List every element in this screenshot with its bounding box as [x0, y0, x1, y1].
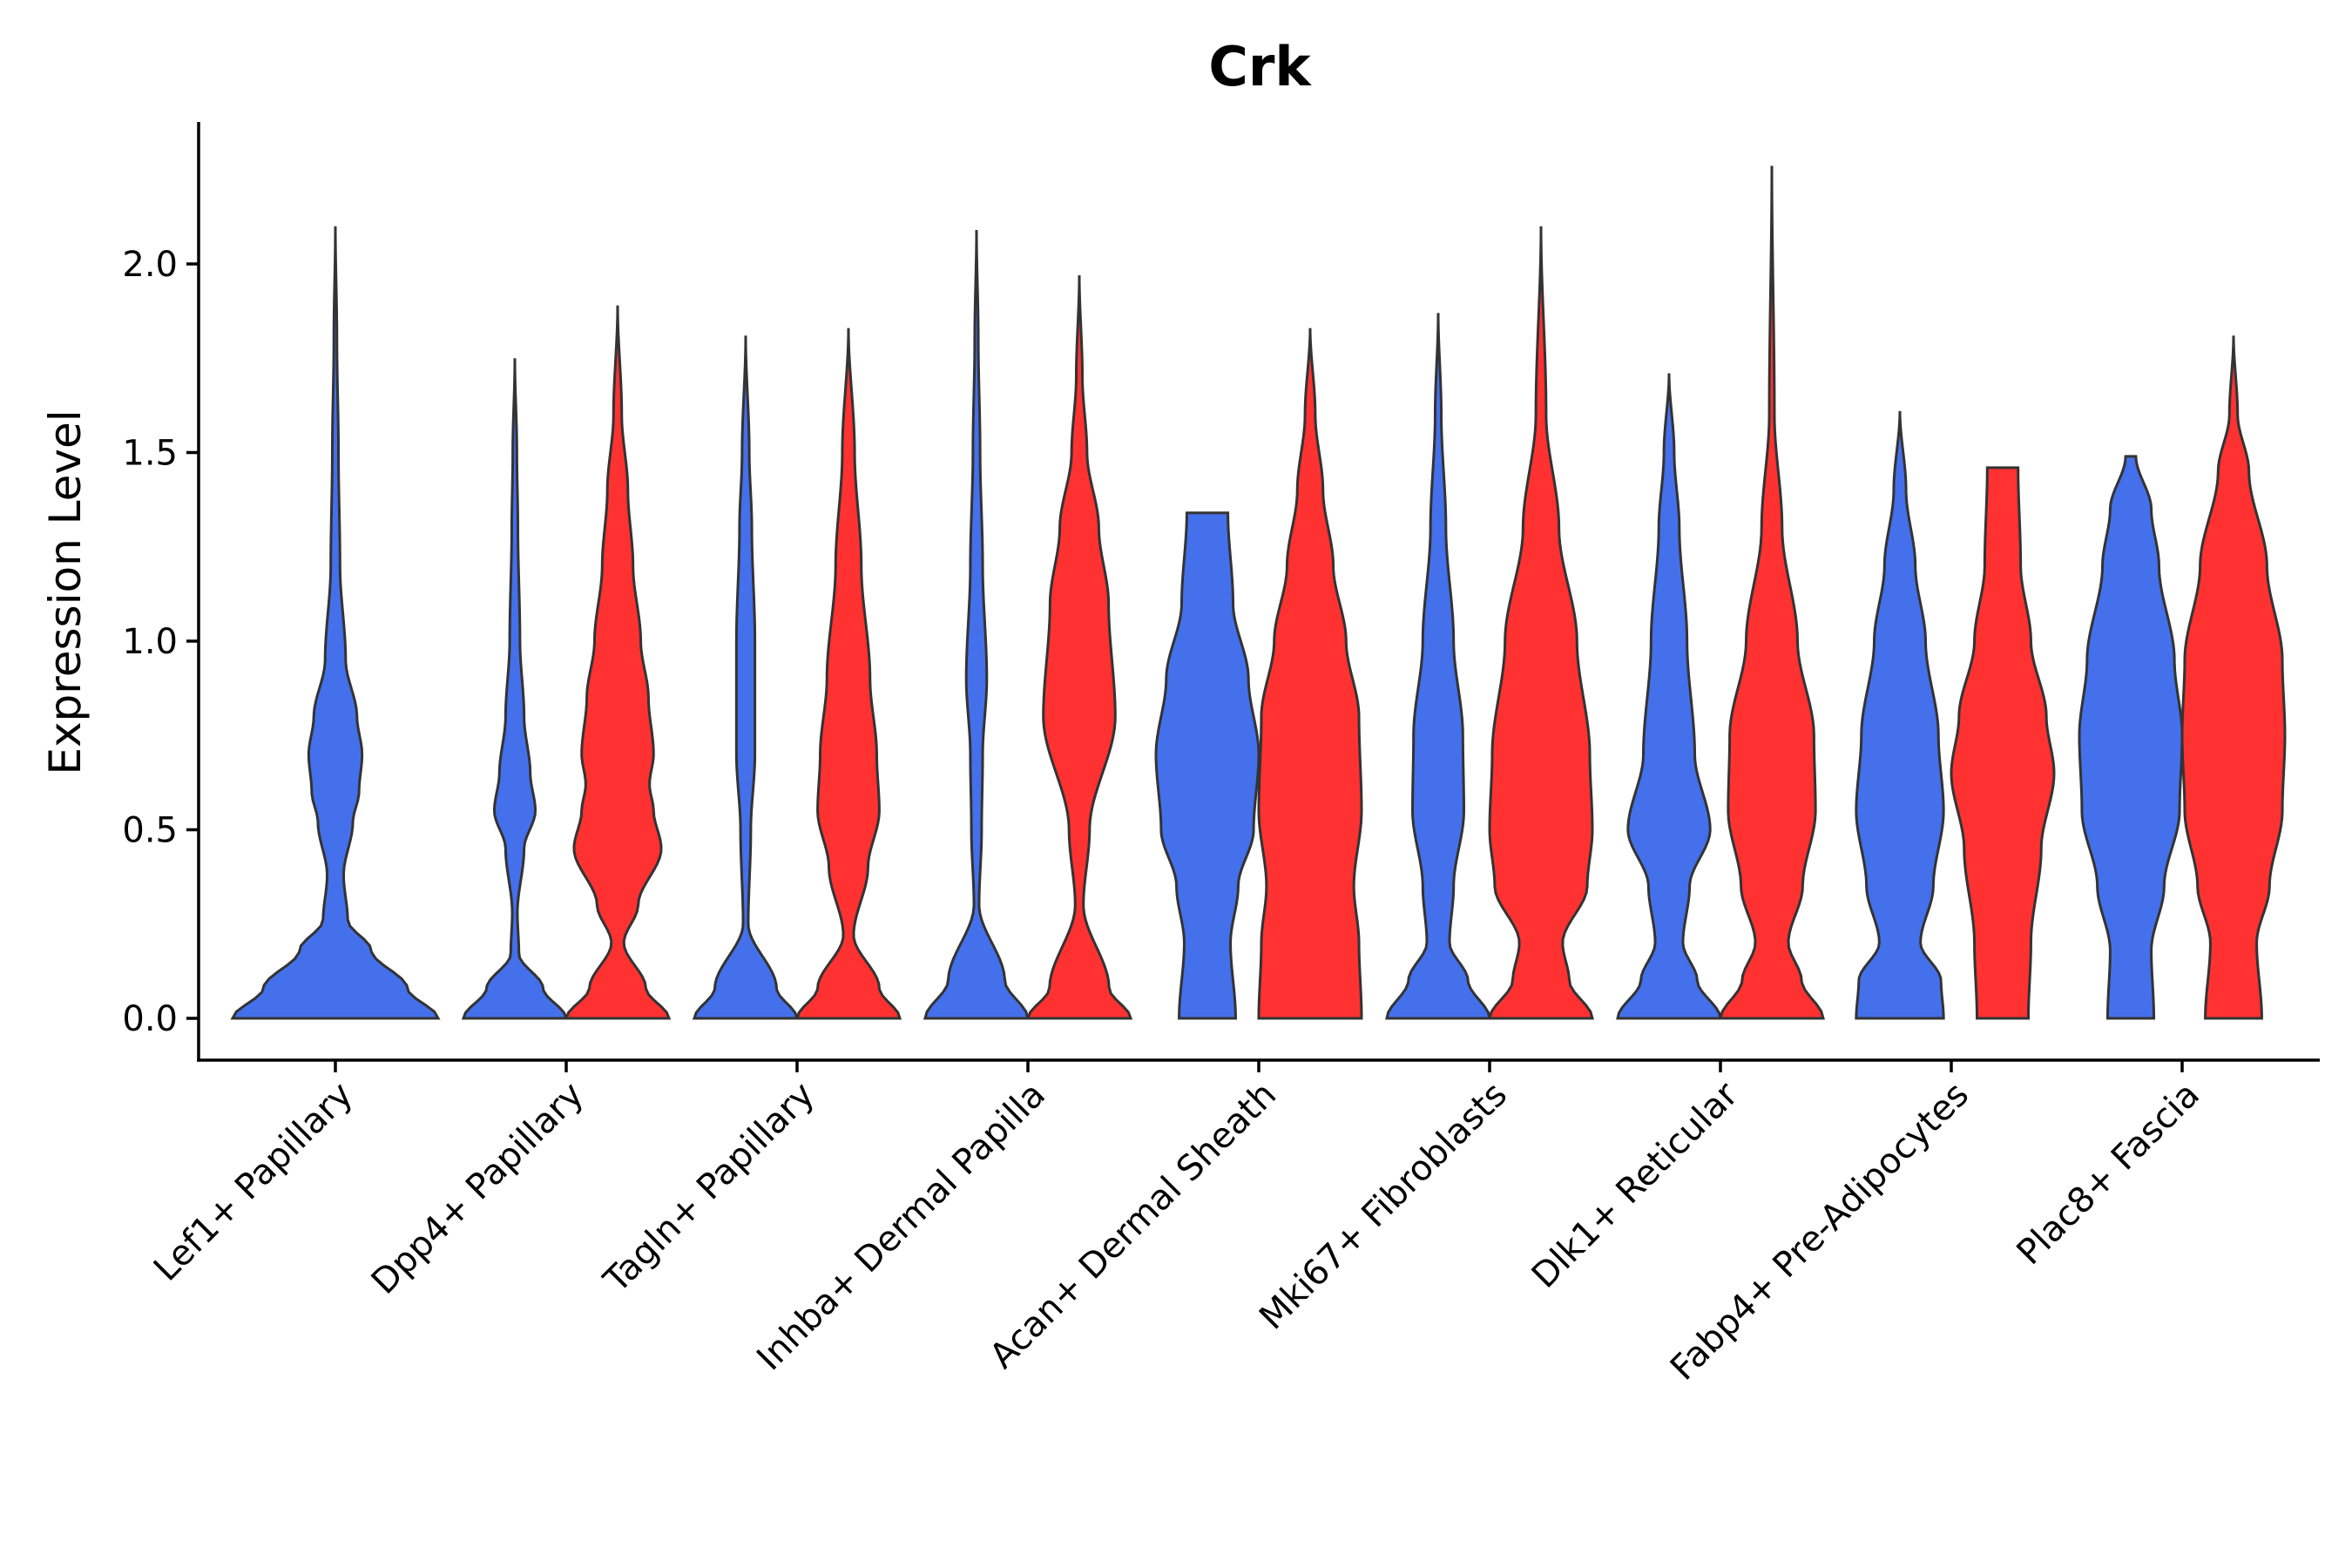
- y-tick-label: 1.0: [122, 622, 178, 662]
- y-ticks: 0.0 0.5 1.0 1.5 2.0: [122, 245, 199, 1039]
- violin-blue-6: [1616, 373, 1722, 1020]
- violin-blue-8: [2078, 455, 2184, 1020]
- violin-group: [230, 166, 2287, 1020]
- x-tick-label: Tagln+ Papillary: [596, 1075, 822, 1301]
- violin-red-2: [794, 328, 902, 1020]
- x-ticks: Lef1+ Papillary Dpp4+ Papillary Tagln+ Pap…: [146, 1060, 2207, 1389]
- y-tick-label: 1.5: [122, 434, 178, 474]
- violin-blue-7: [1855, 410, 1945, 1020]
- x-tick-label: Mki67+ Fibroblasts: [1252, 1075, 1515, 1338]
- violin-blue-4: [1154, 511, 1260, 1020]
- violin-red-7: [1950, 466, 2056, 1020]
- x-tick-label: Lef1+ Papillary: [146, 1075, 361, 1289]
- violin-red-1: [564, 305, 672, 1020]
- violin-blue-3: [923, 230, 1030, 1020]
- x-tick-label: Dlk1+ Reticular: [1524, 1074, 1747, 1296]
- x-tick-label: Plac8+ Fascia: [2010, 1075, 2208, 1274]
- y-tick-label: 0.0: [122, 999, 178, 1039]
- y-axis-title: Expression Level: [40, 409, 91, 774]
- violin-red-3: [1025, 274, 1133, 1020]
- violin-blue-0: [230, 226, 441, 1020]
- violin-red-6: [1719, 166, 1825, 1020]
- violin-blue-1: [461, 358, 569, 1020]
- violin-red-8: [2180, 335, 2287, 1020]
- violin-red-4: [1257, 328, 1363, 1020]
- x-tick-label: Dpp4+ Papillary: [364, 1075, 591, 1302]
- violin-blue-2: [692, 335, 800, 1020]
- chart-title: Crk: [1208, 35, 1312, 98]
- y-tick-label: 2.0: [122, 245, 178, 285]
- violin-blue-5: [1385, 313, 1491, 1020]
- y-tick-label: 0.5: [122, 811, 178, 851]
- violin-red-5: [1488, 226, 1594, 1020]
